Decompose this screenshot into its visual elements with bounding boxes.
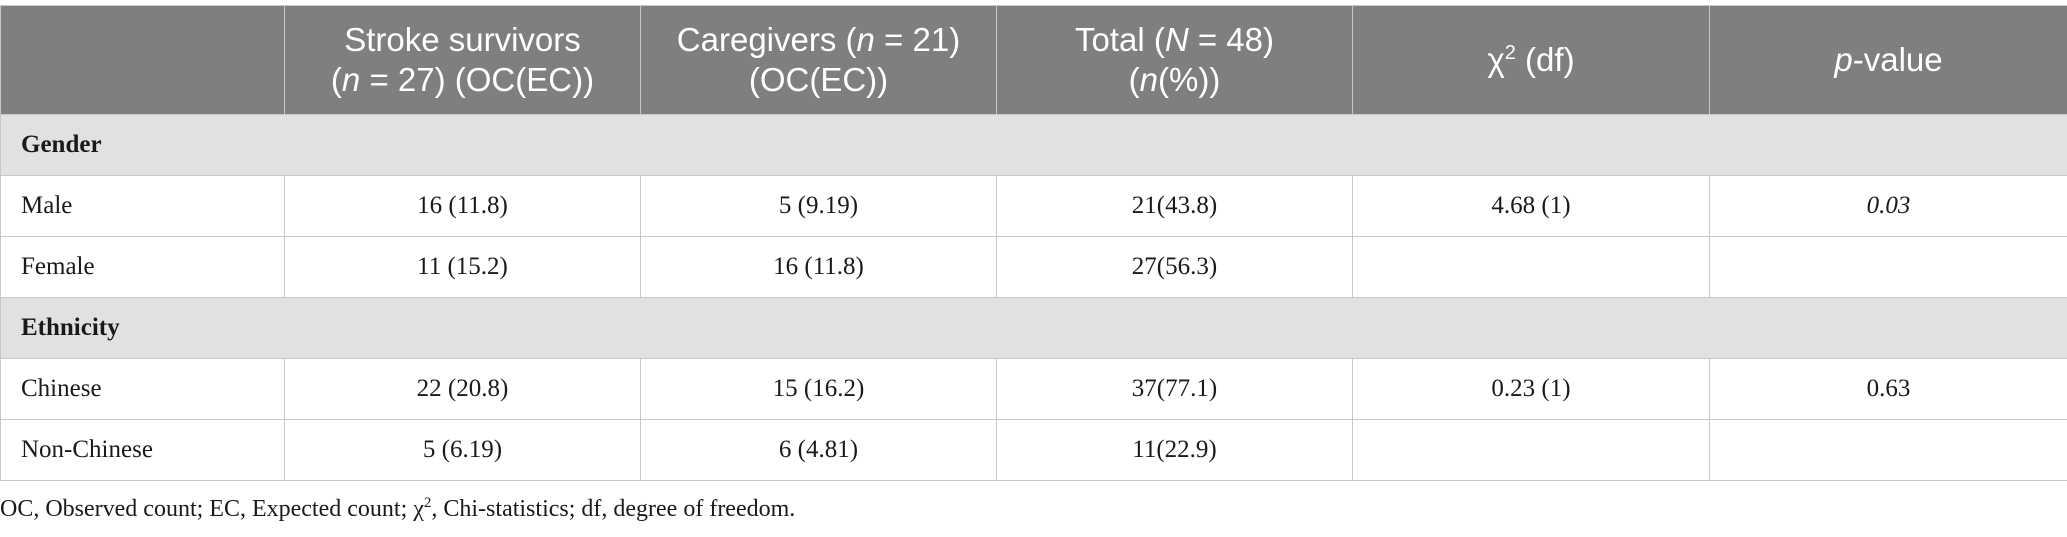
section-title-gender: Gender (0, 114, 2067, 176)
footnote-sup: 2 (423, 495, 432, 511)
cell-caregivers: 5 (9.19) (640, 175, 997, 237)
table-row: Male 16 (11.8) 5 (9.19) 21(43.8) 4.68 (1… (0, 175, 2067, 237)
header-total-line2-prefix: ( (1128, 61, 1140, 98)
header-p-value: p-value (1709, 5, 2067, 115)
table-footnote: OC, Observed count; EC, Expected count; … (0, 496, 795, 523)
header-chi-sup: 2 (1504, 42, 1516, 64)
header-total-line2-rest: (%)) (1158, 61, 1221, 98)
section-row-gender: Gender (0, 114, 2067, 176)
cell-survivors: 11 (15.2) (284, 236, 641, 298)
header-total-n: N (1164, 21, 1189, 58)
header-caregivers-line2: (OC(EC)) (748, 61, 889, 98)
cell-total: 37(77.1) (996, 358, 1353, 420)
cell-survivors: 5 (6.19) (284, 419, 641, 481)
cell-p-value (1709, 419, 2067, 481)
header-caregivers-rest: = 21) (874, 21, 961, 58)
header-caregivers-prefix: Caregivers ( (676, 21, 857, 58)
header-p-rest: -value (1852, 41, 1943, 78)
table-row: Female 11 (15.2) 16 (11.8) 27(56.3) (0, 236, 2067, 298)
data-table: Stroke survivors (n = 27) (OC(EC)) Caregi… (0, 5, 2067, 481)
table-row: Chinese 22 (20.8) 15 (16.2) 37(77.1) 0.2… (0, 358, 2067, 420)
header-chi-square: χ2 (df) (1352, 5, 1710, 115)
row-label: Non-Chinese (0, 419, 285, 481)
cell-chi (1352, 236, 1710, 298)
cell-p-value (1709, 236, 2067, 298)
cell-chi (1352, 419, 1710, 481)
section-title-ethnicity: Ethnicity (0, 297, 2067, 359)
cell-survivors: 22 (20.8) (284, 358, 641, 420)
row-label: Chinese (0, 358, 285, 420)
footnote-part2: , Chi-statistics; df, degree of freedom. (431, 496, 796, 522)
header-chi-symbol: χ (1487, 41, 1505, 78)
cell-caregivers: 15 (16.2) (640, 358, 997, 420)
cell-chi: 4.68 (1) (1352, 175, 1710, 237)
cell-survivors: 16 (11.8) (284, 175, 641, 237)
header-p-symbol: p (1834, 41, 1853, 78)
header-stroke-survivors-line2: = 27) (OC(EC)) (360, 61, 595, 98)
header-stroke-survivors-line1: Stroke survivors (344, 21, 581, 58)
header-row: Stroke survivors (n = 27) (OC(EC)) Caregi… (0, 5, 2067, 115)
header-stroke-survivors-n: n (341, 61, 361, 98)
header-caregivers: Caregivers (n = 21) (OC(EC)) (640, 5, 997, 115)
header-chi-rest: (df) (1515, 41, 1575, 78)
cell-total: 21(43.8) (996, 175, 1353, 237)
header-total-rest: = 48) (1188, 21, 1275, 58)
row-label: Male (0, 175, 285, 237)
header-total: Total (N = 48) (n(%)) (996, 5, 1353, 115)
cell-total: 27(56.3) (996, 236, 1353, 298)
footnote-part1: OC, Observed count; EC, Expected count; … (0, 496, 424, 522)
cell-p-value: 0.03 (1709, 175, 2067, 237)
header-empty (0, 5, 285, 115)
header-total-line2-n: n (1139, 61, 1159, 98)
table-row: Non-Chinese 5 (6.19) 6 (4.81) 11(22.9) (0, 419, 2067, 481)
header-caregivers-n: n (856, 21, 875, 58)
cell-caregivers: 16 (11.8) (640, 236, 997, 298)
cell-chi: 0.23 (1) (1352, 358, 1710, 420)
cell-caregivers: 6 (4.81) (640, 419, 997, 481)
cell-total: 11(22.9) (996, 419, 1353, 481)
cell-p-value: 0.63 (1709, 358, 2067, 420)
section-row-ethnicity: Ethnicity (0, 297, 2067, 359)
header-stroke-survivors: Stroke survivors (n = 27) (OC(EC)) (284, 5, 641, 115)
row-label: Female (0, 236, 285, 298)
header-total-prefix: Total ( (1074, 21, 1165, 58)
